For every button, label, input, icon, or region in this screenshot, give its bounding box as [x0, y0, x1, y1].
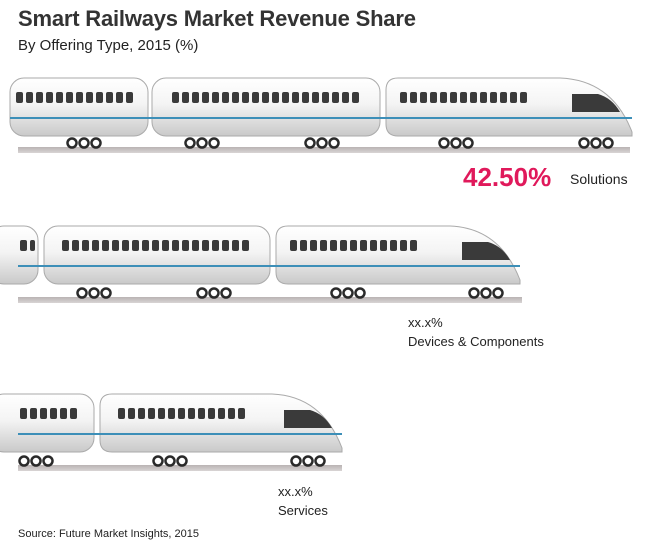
- locomotive: [275, 225, 521, 285]
- car-body: [0, 393, 95, 453]
- windows: [20, 240, 417, 251]
- chart-subtitle: By Offering Type, 2015 (%): [18, 37, 199, 54]
- value-label-services: xx.x%: [278, 484, 313, 499]
- track: [18, 297, 522, 303]
- train-devices-components: xx.x% Devices & Components: [0, 225, 544, 349]
- cab-window: [284, 410, 332, 428]
- windows: [20, 408, 245, 419]
- track: [18, 465, 342, 471]
- wheels: [76, 287, 504, 299]
- value-label-solutions: 42.50%: [463, 162, 551, 192]
- cab-window: [462, 242, 510, 260]
- car-body: [9, 77, 149, 137]
- category-label-devices-components: Devices & Components: [408, 334, 544, 349]
- locomotive: [385, 77, 633, 137]
- track: [18, 147, 630, 153]
- train-solutions: 42.50% Solutions: [9, 77, 633, 192]
- car-body: [151, 77, 381, 137]
- car-body: [43, 225, 271, 285]
- wheels: [18, 455, 326, 467]
- train-services: xx.x% Services: [0, 393, 343, 518]
- source-note: Source: Future Market Insights, 2015: [18, 528, 199, 540]
- category-label-solutions: Solutions: [570, 171, 628, 187]
- car-body: [0, 225, 39, 285]
- value-label-devices-components: xx.x%: [408, 315, 443, 330]
- category-label-services: Services: [278, 503, 328, 518]
- chart-title: Smart Railways Market Revenue Share: [18, 6, 416, 31]
- cab-window: [572, 94, 620, 112]
- wheels: [66, 137, 614, 149]
- windows: [16, 92, 527, 103]
